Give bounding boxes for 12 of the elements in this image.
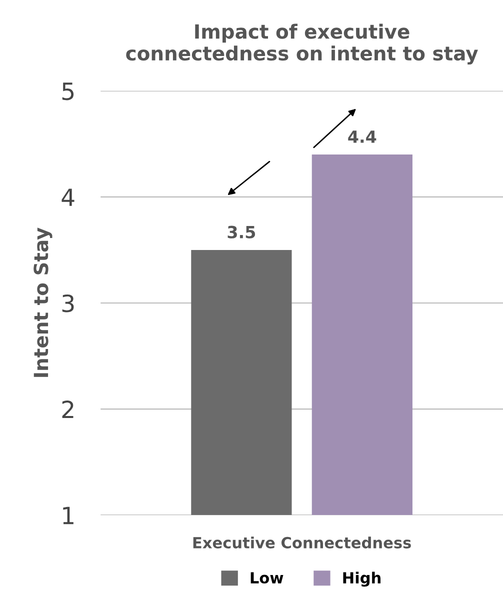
legend-label: Low (250, 572, 284, 584)
y-tick-label: 2 (62, 400, 74, 418)
chart-title: Impact of executive connectedness on intent to stay (126, 24, 478, 65)
y-axis-title: Intent to Stay (34, 228, 52, 377)
y-tick-label: 5 (62, 82, 74, 100)
data-label: 3.5 (228, 226, 256, 238)
y-tick-label: 1 (63, 506, 74, 524)
data-label: 4.4 (348, 130, 376, 143)
y-tick-label: 4 (62, 188, 74, 206)
legend-label: High (343, 572, 380, 587)
y-tick-label: 3 (62, 294, 74, 312)
x-axis-title: Executive Connectedness (193, 536, 411, 548)
